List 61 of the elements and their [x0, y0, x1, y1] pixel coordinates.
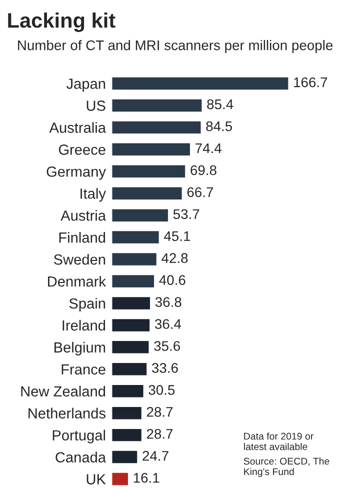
chart-title: Lacking kit	[8, 12, 116, 32]
y-tick-label: Finland	[59, 232, 106, 243]
data-label: 74.4	[196, 143, 222, 153]
bar	[112, 362, 148, 377]
bar	[112, 296, 152, 311]
bar	[112, 384, 145, 399]
y-tick-label: Japan	[66, 78, 106, 92]
data-label: 33.6	[152, 363, 178, 373]
annotation: Data for 2019 or latest available	[244, 432, 314, 450]
data-label: 30.5	[148, 385, 175, 395]
y-tick-label: Netherlands	[28, 408, 106, 419]
y-tick-label: Spain	[69, 298, 106, 312]
y-tick-label: Denmark	[48, 276, 106, 287]
chart-subtitle: Number of CT and MRI scanners per million people	[18, 40, 333, 53]
y-tick-label: UK	[86, 474, 106, 484]
y-tick-label: New Zealand	[21, 386, 106, 397]
data-label: 85.4	[207, 99, 234, 110]
data-label: 36.4	[154, 319, 182, 329]
data-label: 69.8	[190, 165, 216, 176]
data-label: 84.5	[206, 121, 232, 132]
bar	[112, 252, 158, 267]
bar	[112, 428, 143, 443]
y-tick-label: Canada	[56, 452, 106, 462]
y-tick-label: Austria	[60, 210, 106, 221]
data-label: 40.6	[159, 275, 186, 285]
data-label: 24.7	[142, 450, 168, 461]
y-tick-label: Sweden	[54, 254, 106, 265]
y-tick-label: Greece	[58, 144, 106, 155]
data-label: 35.6	[154, 341, 180, 351]
y-tick-label: Belgium	[54, 342, 106, 356]
bar	[112, 142, 192, 157]
bar	[112, 274, 156, 289]
bar	[112, 406, 143, 421]
y-tick-label: Ireland	[62, 320, 106, 331]
bar	[112, 120, 202, 135]
y-tick-label: France	[62, 364, 106, 375]
data-label: 45.1	[164, 231, 190, 242]
annotation: Source: OECD, The King's Fund	[244, 458, 330, 478]
bar	[112, 340, 150, 355]
data-label: 28.7	[146, 428, 173, 439]
bar	[112, 76, 290, 91]
bar	[112, 472, 130, 487]
y-tick-label: Germany	[46, 166, 106, 180]
data-label: 53.7	[173, 209, 200, 220]
y-tick-label: Portugal	[52, 430, 106, 444]
bar	[112, 318, 151, 333]
y-tick-label: US	[86, 100, 106, 111]
data-label: 66.7	[187, 187, 213, 198]
y-tick-label: Australia	[49, 122, 106, 133]
bar	[112, 450, 139, 465]
data-label: 28.7	[146, 406, 173, 417]
data-label: 36.8	[155, 297, 182, 307]
data-label: 42.8	[162, 253, 188, 264]
bar	[112, 230, 160, 245]
data-label: 16.1	[134, 472, 160, 483]
y-tick-label: Italy	[80, 188, 106, 202]
bar	[112, 98, 204, 113]
data-label: 166.7	[294, 77, 328, 88]
bar	[112, 208, 170, 223]
bar	[112, 164, 186, 179]
bar	[112, 186, 184, 201]
